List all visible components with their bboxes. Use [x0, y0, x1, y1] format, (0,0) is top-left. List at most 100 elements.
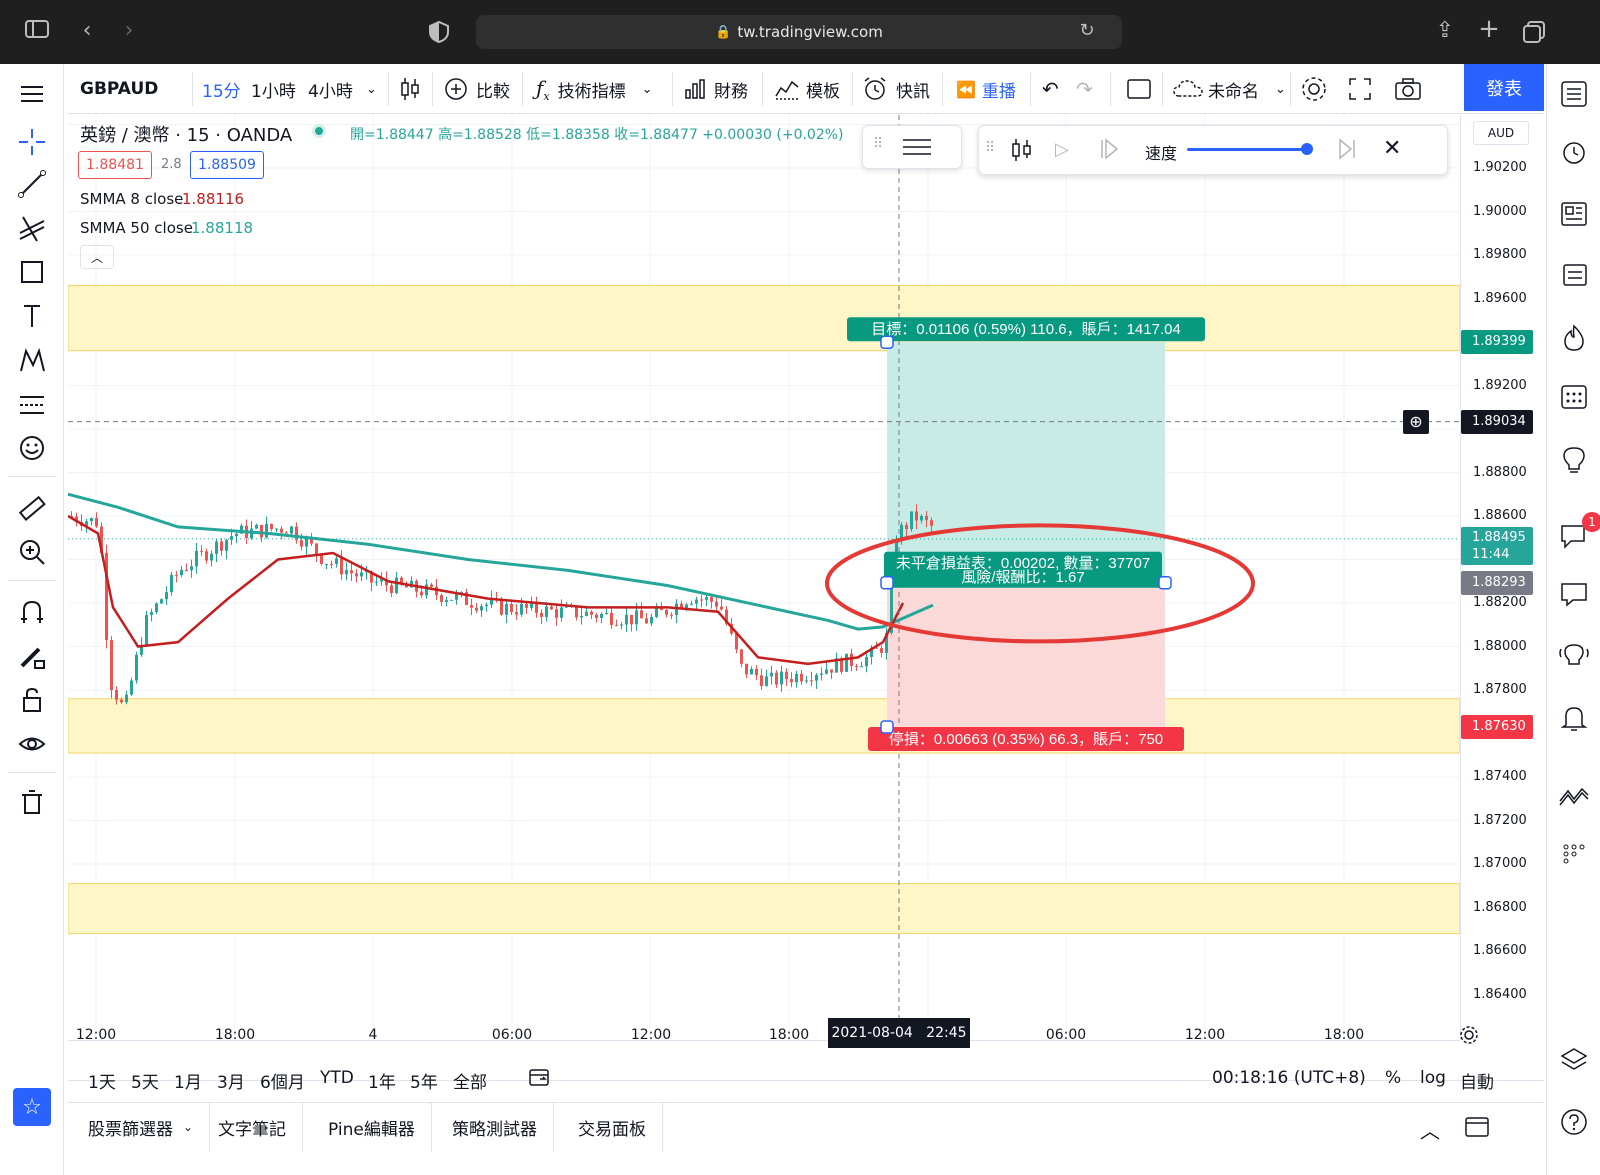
forward-icon[interactable]: › [124, 18, 134, 43]
range-button[interactable]: 1年 [368, 1073, 396, 1093]
interval-1h[interactable]: 1小時 [251, 81, 296, 102]
drag-handle-icon[interactable]: ⠿ [985, 140, 996, 156]
maximize-panel-icon[interactable] [1464, 1116, 1490, 1142]
speed-slider[interactable] [1187, 148, 1307, 151]
pattern-tool-icon[interactable] [14, 342, 50, 378]
crosshair-icon[interactable] [14, 124, 50, 160]
new-tab-icon[interactable]: + [1478, 14, 1500, 44]
watchlist-icon[interactable] [1556, 76, 1592, 112]
currency-selector[interactable]: AUD [1473, 121, 1529, 145]
layers-icon[interactable] [1556, 1042, 1592, 1078]
alert-button[interactable]: 快訊 [862, 64, 930, 114]
back-icon[interactable]: ‹ [82, 18, 92, 43]
play-icon[interactable]: ▷ [1055, 139, 1069, 160]
shape-rectangle-icon[interactable] [14, 254, 50, 290]
expand-panel-chevron-up-icon[interactable]: ︿ [1420, 1119, 1440, 1143]
text-tool-icon[interactable] [14, 298, 50, 334]
replay-button[interactable]: ⏪ 重播 [956, 64, 1016, 114]
address-bar[interactable]: 🔒 tw.tradingview.com [476, 15, 1122, 49]
watchlist-star-icon[interactable]: ☆ [13, 1088, 51, 1126]
auto-scale-toggle[interactable]: 自動 [1460, 1073, 1494, 1093]
notifications-bell-icon[interactable] [1556, 700, 1592, 736]
fib-tool-icon[interactable] [14, 210, 50, 246]
help-icon[interactable] [1556, 1104, 1592, 1140]
lock-drawing-pencil-icon[interactable] [14, 638, 50, 674]
publish-button[interactable]: 發表 [1464, 64, 1544, 111]
range-button[interactable]: 5年 [410, 1073, 438, 1093]
drag-handle-icon[interactable]: ⠿ [873, 136, 884, 152]
news-icon[interactable] [1556, 196, 1592, 232]
interval-dropdown-chevron-icon[interactable]: ⌄ [366, 81, 377, 97]
buy-button[interactable]: 1.88509 [190, 151, 264, 179]
range-button[interactable]: 1月 [174, 1073, 202, 1093]
tabs-overview-icon[interactable] [1522, 20, 1546, 48]
trading-zigzag-icon[interactable] [1556, 778, 1592, 814]
tab-trading-panel[interactable]: 交易面板 [562, 1102, 663, 1152]
interval-15m[interactable]: 15分 [202, 81, 241, 102]
templates-button[interactable]: 模板 [774, 64, 840, 114]
speed-slider-handle[interactable] [1301, 143, 1313, 155]
undo-icon[interactable]: ↶ [1042, 77, 1059, 101]
calendar-icon[interactable] [1556, 378, 1592, 414]
financials-button[interactable]: 財務 [684, 64, 748, 114]
interval-4h[interactable]: 4小時 [308, 81, 353, 102]
fullscreen-icon[interactable] [1348, 64, 1372, 114]
range-button[interactable]: 1天 [88, 1073, 116, 1093]
trash-icon[interactable] [14, 784, 50, 820]
range-button[interactable]: 3月 [217, 1073, 245, 1093]
log-scale-toggle[interactable]: log [1420, 1068, 1446, 1088]
redo-icon[interactable]: ↷ [1076, 77, 1093, 101]
chart-canvas[interactable]: 目標：0.01106 (0.59%) 110.6，賬戶：1417.04 停損：0.… [68, 115, 1460, 1040]
camera-icon[interactable] [1394, 64, 1422, 114]
range-button[interactable]: YTD [320, 1068, 354, 1088]
range-button[interactable]: 6個月 [260, 1073, 305, 1093]
ruler-icon[interactable] [14, 490, 50, 526]
sidebar-toggle-icon[interactable] [22, 18, 52, 48]
go-to-date-icon[interactable] [528, 1066, 550, 1092]
symbol-search[interactable]: GBPAUD [80, 79, 159, 99]
dom-icon[interactable] [1556, 836, 1592, 872]
alerts-clock-icon[interactable] [1556, 134, 1592, 170]
share-icon[interactable]: ⇪ [1435, 18, 1455, 43]
zoom-in-icon[interactable] [14, 534, 50, 570]
price-axis[interactable]: AUD 1.90200 1.90000 1.89800 1.89600 1.89200 1… [1403, 115, 1544, 1040]
hide-drawings-icon[interactable] [14, 726, 50, 762]
range-button[interactable]: 全部 [453, 1073, 487, 1093]
emoji-icon[interactable] [14, 430, 50, 466]
menu-icon[interactable] [14, 76, 50, 112]
clock-timezone[interactable]: 00:18:16 (UTC+8) [1212, 1068, 1366, 1088]
sell-button[interactable]: 1.88481 [78, 151, 152, 179]
lock-all-icon[interactable] [14, 682, 50, 718]
layout-name-button[interactable]: 未命名 ⌄ [1172, 64, 1286, 114]
jump-to-realtime-icon[interactable] [1337, 137, 1357, 165]
tab-strategy-tester[interactable]: 策略測試器 [436, 1102, 554, 1152]
trend-line-icon[interactable] [14, 166, 50, 202]
messages-icon[interactable] [1556, 576, 1592, 612]
settings-gear-icon[interactable] [1300, 64, 1328, 114]
close-icon[interactable]: ✕ [1383, 136, 1402, 161]
collapse-legend-chevron-up-icon[interactable]: ︿ [80, 245, 114, 269]
prediction-tool-icon[interactable] [14, 386, 50, 422]
range-button[interactable]: 5天 [131, 1073, 159, 1093]
privacy-shield-icon[interactable] [428, 20, 450, 48]
hotlists-flame-icon[interactable] [1556, 320, 1592, 356]
tab-pine-editor[interactable]: Pine編輯器 [312, 1102, 432, 1152]
tab-stock-screener[interactable]: 股票篩選器 ⌄ [72, 1102, 211, 1152]
select-bar-icon[interactable] [901, 134, 933, 164]
data-window-icon[interactable] [1556, 256, 1592, 292]
step-forward-icon[interactable] [1099, 137, 1119, 165]
layout-select-icon[interactable] [1126, 64, 1152, 114]
tab-text-notes[interactable]: 文字筆記 [202, 1102, 303, 1152]
reload-icon[interactable]: ↻ [1079, 20, 1095, 41]
replay-candles-icon[interactable] [1009, 136, 1035, 168]
chart-pane[interactable]: 目標：0.01106 (0.59%) 110.6，賬戶：1417.04 停損：0.… [68, 115, 1460, 1040]
percent-scale-toggle[interactable]: % [1385, 1068, 1402, 1088]
indicators-button[interactable]: ƒx 技術指標 ⌄ [536, 64, 653, 114]
streams-icon[interactable] [1556, 638, 1592, 674]
magnet-icon[interactable] [14, 594, 50, 630]
compare-button[interactable]: 比較 [444, 64, 510, 114]
ideas-lightbulb-icon[interactable] [1556, 442, 1592, 478]
axis-settings-gear-icon[interactable] [1458, 1024, 1480, 1050]
add-alert-plus-icon[interactable]: ⊕ [1403, 409, 1429, 434]
chart-type-candles-icon[interactable] [398, 64, 422, 114]
